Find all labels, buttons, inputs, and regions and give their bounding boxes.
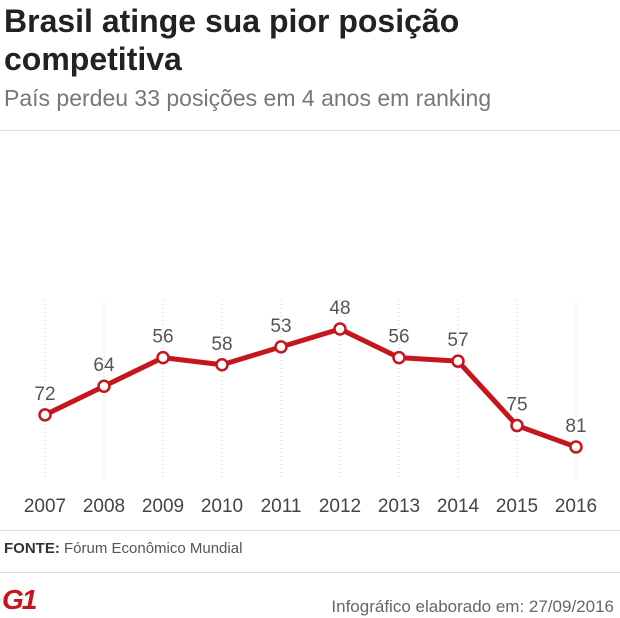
data-point-2015 [510,418,524,433]
tick-label-2009: 2009 [142,496,184,517]
series-line [42,326,579,450]
tick-label-2013: 2013 [378,496,420,517]
data-label-2012: 48 [329,298,350,319]
tick-label-2012: 2012 [319,496,361,517]
data-point-2014 [451,354,465,368]
bottom-divider [0,530,620,531]
data-point-2012 [333,322,347,336]
grid-lines [44,300,577,478]
data-markers [38,322,583,454]
data-point-2009 [156,350,170,365]
source-text: Fórum Econômico Mundial [64,540,243,557]
data-label-2015: 75 [506,395,527,416]
data-point-2007 [38,408,52,422]
data-label-2011: 53 [270,316,291,337]
tick-label-2015: 2015 [496,496,538,517]
chart-title: Brasil atinge sua pior posição competiti… [4,3,460,77]
data-labels: 72 64 56 58 53 48 56 57 75 81 [34,298,586,437]
data-point-2010 [215,358,229,372]
g1-logo: G1 [2,584,37,615]
data-point-2016 [569,440,583,454]
data-label-2010: 58 [211,334,232,355]
tick-label-2011: 2011 [261,496,302,517]
data-label-2016: 81 [565,416,586,437]
tick-label-2007: 2007 [24,496,66,517]
source-label: FONTE: [4,540,60,557]
x-axis-ticks: 2007 2008 2009 2010 2011 2012 2013 2014 2015 2016 [24,496,597,517]
series-line-path [42,326,579,450]
data-label-2009: 56 [152,327,173,348]
tick-label-2014: 2014 [437,496,480,517]
tick-label-2008: 2008 [83,496,125,517]
infographic-date: Infográfico elaborado em: 27/09/2016 [331,597,614,616]
data-point-2011 [274,340,288,354]
data-label-2014: 57 [447,330,468,351]
source-note: FONTE: Fórum Econômico Mundial [4,540,242,557]
footer-divider [0,572,620,573]
tick-label-2016: 2016 [555,496,597,517]
data-label-2007: 72 [34,384,55,405]
data-label-2013: 56 [388,327,409,348]
data-point-2013 [392,350,406,365]
top-divider [0,130,620,131]
data-point-2008 [97,379,111,393]
data-label-2008: 64 [93,355,115,376]
tick-label-2010: 2010 [201,496,243,517]
chart-subtitle: País perdeu 33 posições em 4 anos em ran… [4,85,492,111]
